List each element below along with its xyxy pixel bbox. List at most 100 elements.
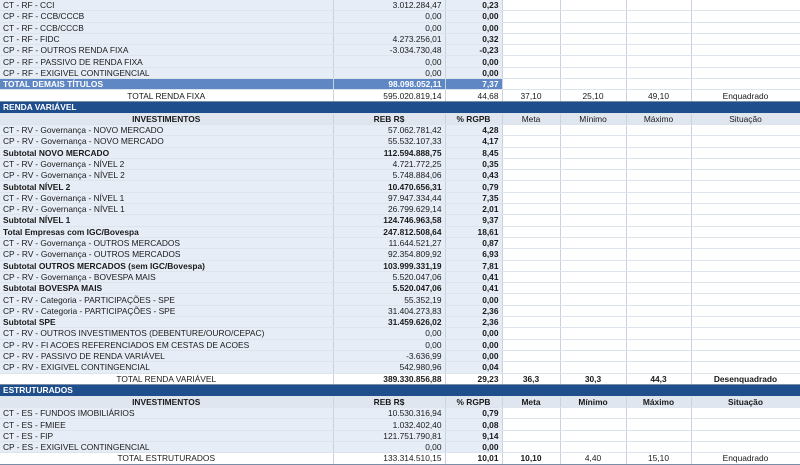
empty-cell [691,226,800,238]
empty-cell [502,10,561,23]
row-value: 97.947.334,44 [333,192,446,205]
header-max: Máximo [626,396,692,409]
empty-cell [560,260,627,272]
table-row: CT - RF - FIDC 4.273.256,01 0,32 [0,33,800,46]
empty-cell [626,441,692,454]
empty-cell [691,316,800,329]
empty-cell [502,441,561,454]
empty-cell [691,22,800,34]
row-pct: 4,17 [445,135,503,148]
row-pct: 0,87 [445,237,503,250]
row-label: TOTAL DEMAIS TÍTULOS [0,78,334,91]
row-pct: 6,93 [445,248,503,261]
total-renda-variavel-row: TOTAL RENDA VARIÁVEL 389.330.856,88 29,2… [0,372,800,385]
empty-cell [691,158,800,171]
empty-cell [502,33,561,46]
empty-cell [626,147,692,159]
row-max: 49,10 [626,89,692,102]
empty-cell [502,55,561,68]
section-estruturados: ESTRUTURADOS [0,384,800,397]
row-label: CT - RV - OUTROS INVESTIMENTOS (DEBENTUR… [0,327,334,340]
empty-cell [502,169,561,182]
empty-cell [502,271,561,284]
empty-cell [691,192,800,205]
empty-cell [626,237,692,250]
empty-cell [560,316,627,329]
empty-cell [560,271,627,284]
empty-cell [502,180,561,193]
empty-cell [626,214,692,227]
empty-cell [691,327,800,340]
empty-cell [560,214,627,227]
empty-cell [560,158,627,171]
row-value: 11.644.521,27 [333,237,446,250]
header-reb: REB R$ [333,396,446,409]
empty-cell [626,67,692,80]
table-row: CP - ES - EXIGIVEL CONTINGENCIAL 0,00 0,00 [0,441,800,454]
row-situacao: Enquadrado [691,452,800,465]
row-label: TOTAL RENDA VARIÁVEL [0,372,334,385]
empty-cell [502,248,561,261]
row-value: 10.470.656,31 [333,180,446,193]
row-label: CT - RF - CCI [0,0,334,12]
empty-cell [691,339,800,351]
row-meta: 37,10 [502,89,561,102]
empty-cell [691,169,800,182]
empty-cell [691,407,800,420]
row-pct: 0,00 [445,10,503,23]
empty-cell [626,327,692,340]
empty-cell [502,430,561,442]
row-pct: 0,35 [445,158,503,171]
table-row: CP - RV - FI ACOES REFERENCIADOS EM CEST… [0,339,800,351]
table-row: CP - RV - Governança - NOVO MERCADO 55.53… [0,135,800,148]
row-value: 0,00 [333,339,446,351]
row-label: CT - ES - FUNDOS IMOBILIÁRIOS [0,407,334,420]
row-value: 4.721.772,25 [333,158,446,171]
empty-cell [691,214,800,227]
empty-cell [502,293,561,306]
row-pct: 0,08 [445,418,503,431]
empty-cell [560,293,627,306]
row-label: CP - RV - Governança - NÍVEL 1 [0,203,334,216]
row-label: CP - RF - EXIGIVEL CONTINGENCIAL [0,67,334,80]
empty-cell [502,135,561,148]
row-max: 44,3 [626,372,692,385]
header-pct: % RGPB [445,396,503,409]
empty-cell [691,418,800,431]
row-label: CP - RF - PASSIVO DE RENDA FIXA [0,55,334,68]
empty-cell [560,147,627,159]
empty-cell [626,33,692,46]
row-value: 595.020.819,14 [333,89,446,102]
total-renda-fixa-row: TOTAL RENDA FIXA 595.020.819,14 44,68 37… [0,89,800,102]
total-demais-titulos-row: TOTAL DEMAIS TÍTULOS 98.098.052,11 7,37 [0,78,800,91]
row-pct: 0,00 [445,350,503,363]
row-label: CP - RV - EXIGIVEL CONTINGENCIAL [0,361,334,374]
row-meta: 36,3 [502,372,561,385]
empty-cell [560,124,627,137]
empty-cell [626,418,692,431]
empty-cell [502,67,561,80]
row-label: TOTAL ESTRUTURADOS [0,452,334,465]
empty-cell [691,203,800,216]
empty-cell [626,407,692,420]
row-pct: 18,61 [445,226,503,238]
empty-cell [560,418,627,431]
table-row: CT - RV - Governança - NOVO MERCADO 57.06… [0,124,800,137]
table-row: CT - ES - FIP 121.751.790,81 9,14 [0,430,800,442]
row-min: 30,3 [560,372,627,385]
header-investimentos: INVESTIMENTOS [0,396,334,409]
empty-cell [626,305,692,318]
row-label: CP - RV - Categoria - PARTICIPAÇÕES - SP… [0,305,334,318]
empty-cell [626,203,692,216]
table-row: Subtotal SPE 31.459.626,02 2,36 [0,316,800,329]
empty-cell [691,305,800,318]
empty-cell [502,237,561,250]
empty-cell [691,44,800,57]
row-value: 121.751.790,81 [333,430,446,442]
empty-cell [560,282,627,295]
table-row: CP - RF - CCB/CCCB 0,00 0,00 [0,10,800,23]
row-label: CP - RV - Governança - NÍVEL 2 [0,169,334,182]
row-value: 0,00 [333,22,446,34]
row-value: 98.098.052,11 [333,78,446,91]
row-value: 0,00 [333,327,446,340]
